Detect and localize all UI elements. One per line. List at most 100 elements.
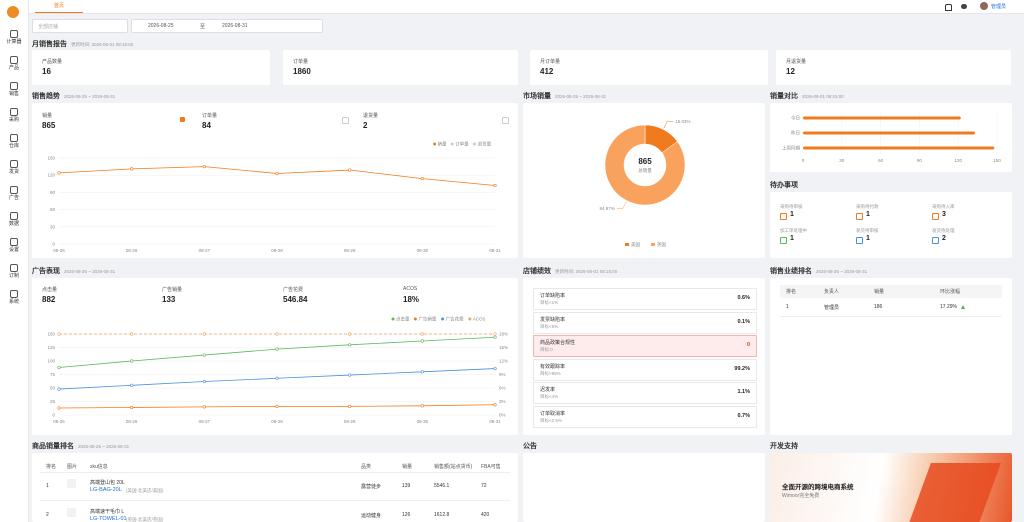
title: 商品销量排名 [32, 443, 74, 450]
card-label: 产品数量 [42, 59, 63, 65]
product-name: 高端登山包 20L [90, 480, 125, 486]
title: 开发支持 [770, 443, 798, 450]
stat-card: 月退货量 12 [776, 50, 1011, 85]
item-name: 商品政策合规性 [540, 340, 576, 346]
menu-item[interactable]: 数据 [8, 221, 19, 227]
point [130, 405, 134, 410]
table-header: 排名 [46, 464, 57, 470]
todo-label: 加工单处理中 [780, 228, 807, 233]
y2-tick-label: 9% [499, 372, 506, 377]
todo-value[interactable]: 2 [942, 235, 946, 242]
performance-item: 订单缺陷率 目标<1% 0.6% [533, 288, 757, 310]
legend-label: 退货量 [478, 141, 492, 148]
table-header: 品类 [361, 464, 372, 470]
updated: 更新时间: 2026-08-01 08:15:00 [555, 269, 618, 274]
legend-label: 英国 [657, 241, 666, 248]
date-sep: 至 [200, 24, 206, 30]
title: 销售业绩排名 [770, 268, 812, 275]
todo-label: 发货待审核 [856, 228, 879, 233]
item-name: 迟发率 [540, 387, 556, 393]
sku[interactable]: LG-TOWEL-01 [90, 516, 127, 522]
legend-dot [441, 317, 445, 321]
x-tick-label: 08-31 [489, 419, 501, 424]
sales: 139 [402, 483, 411, 489]
point [275, 404, 279, 408]
todo-value[interactable]: 1 [790, 211, 794, 218]
point [420, 370, 424, 374]
title: 店铺绩效 [523, 268, 551, 275]
settings-icon[interactable] [961, 4, 967, 9]
todo-value[interactable]: 1 [866, 235, 870, 242]
compare-panel: 0 30 60 90 120 150 今日 昨日 上周同期 [770, 103, 1012, 172]
y-tick-label: 120 [47, 173, 55, 178]
section-title: 销售业绩排名 2026-08-25 ~ 2026-08-31 [770, 266, 867, 276]
legend-swatch [651, 243, 655, 246]
menu-icon [10, 264, 18, 272]
item-name: 有效跟踪率 [540, 363, 566, 370]
x-tick-label: 08-31 [489, 248, 501, 253]
y2-tick-label: 6% [499, 386, 506, 391]
stat-value: 2 [363, 121, 368, 130]
point [130, 167, 134, 171]
tab[interactable]: 首页 [35, 0, 83, 13]
chart: 0 25 50 75 100 125 150 0% 3% 6% 9% 12% 15% 18% 08-25 08… [47, 316, 508, 425]
point [493, 183, 497, 188]
stat-card: 产品数量 16 [32, 50, 270, 85]
avatar[interactable] [980, 2, 988, 10]
todo-value[interactable]: 3 [942, 211, 946, 218]
menu-item[interactable]: 采购 [8, 117, 19, 123]
shop-select[interactable]: 全部店铺 [32, 19, 128, 33]
series-line [58, 336, 496, 368]
menu-icon [10, 238, 18, 246]
dev-panel: 全面开源的跨境电商系统 Wimoor完全免费 [770, 453, 1012, 522]
series-line [58, 166, 496, 186]
y-tick-label: 150 [47, 156, 55, 161]
menu-item[interactable]: 计算器 [6, 39, 22, 45]
todo-label: 采购待付款 [856, 204, 879, 209]
menu-item[interactable]: 发货 [8, 169, 19, 175]
point [57, 387, 61, 391]
checkbox[interactable] [180, 117, 185, 122]
card-label: 月订单量 [540, 59, 561, 65]
date-end: 2026-08-31 [222, 23, 248, 29]
point [202, 379, 206, 384]
user-name[interactable]: 管理员 [991, 4, 1007, 10]
menu-item[interactable]: 系统 [8, 299, 19, 305]
todo-icon [780, 213, 787, 220]
menu-icon [10, 30, 18, 38]
banner-shape [909, 463, 1001, 522]
point [57, 406, 61, 410]
menu-item[interactable]: 销售 [8, 91, 19, 97]
table-header: 图片 [67, 464, 78, 470]
table-header: 销量 [402, 464, 413, 470]
menu-item[interactable]: 产品 [8, 65, 19, 71]
todo-value[interactable]: 1 [790, 235, 794, 242]
y-tick-label: 60 [50, 207, 56, 212]
point [420, 339, 424, 343]
y2-tick-label: 12% [499, 359, 508, 364]
menu-item[interactable]: 仓库 [8, 143, 19, 149]
legend-dot [450, 142, 454, 146]
y-tick-label: 75 [50, 372, 56, 377]
y-tick-label: 30 [50, 224, 56, 229]
y-tick-label: 25 [50, 399, 56, 404]
date-range[interactable]: 2026-08-25 至 2026-08-31 [131, 19, 323, 33]
y2-tick-label: 3% [499, 399, 506, 404]
menu-item[interactable]: 订制 [8, 273, 19, 279]
section-title: 待办事项 [770, 180, 798, 190]
section-title: 开发支持 [770, 441, 798, 451]
bell-icon[interactable] [945, 4, 952, 11]
todo-value[interactable]: 1 [866, 211, 870, 218]
checkbox[interactable] [502, 117, 509, 124]
card-label: 月退货量 [786, 59, 807, 65]
y-tick-label: 今日 [791, 115, 800, 122]
menu-item[interactable]: 广告 [8, 195, 19, 201]
x-tick-label: 08-27 [199, 248, 211, 253]
sku[interactable]: LG-BAG-20L [90, 487, 122, 493]
stat-value: 18% [403, 295, 420, 304]
menu-item[interactable]: 设置 [8, 247, 19, 253]
stat-label: 点击量 [42, 287, 58, 293]
menu-icon [10, 134, 18, 142]
checkbox[interactable] [342, 117, 349, 124]
